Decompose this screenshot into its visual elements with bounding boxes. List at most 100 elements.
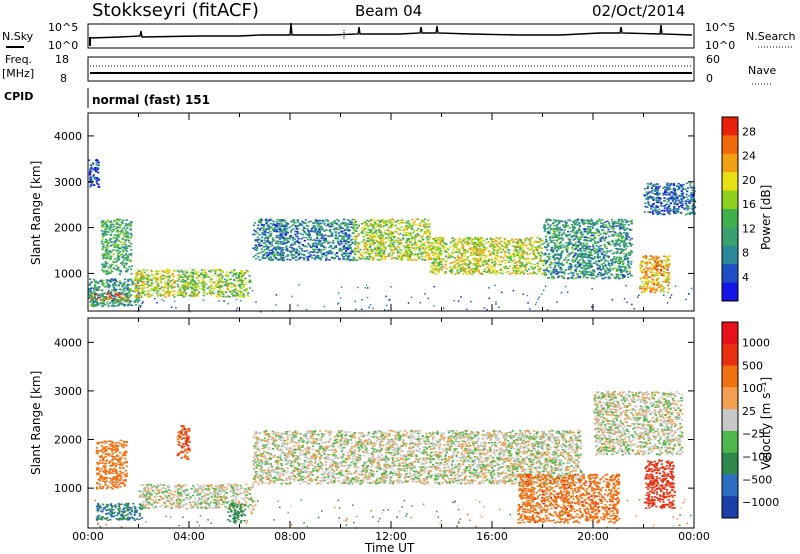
heatmap-cell: [176, 294, 179, 297]
heatmap-cell: [93, 289, 97, 291]
heatmap-cell: [119, 254, 122, 256]
heatmap-cell: [369, 244, 372, 247]
heatmap-cell: [427, 228, 430, 230]
heatmap-cell: [268, 252, 271, 254]
heatmap-cell: [602, 273, 605, 276]
heatmap-cell: [329, 230, 332, 232]
heatmap-cell: [181, 293, 184, 295]
beam-label: Beam 04: [355, 2, 422, 20]
heatmap-cell: [413, 229, 416, 232]
heatmap-cell: [89, 168, 92, 171]
heatmap-cell: [575, 248, 578, 250]
heatmap-cell: [361, 232, 364, 234]
heatmap-cell: [278, 220, 281, 223]
heatmap-cell: [138, 294, 141, 296]
heatmap-cell: [549, 224, 552, 227]
heatmap-cell: [536, 262, 539, 264]
heatmap-cell: [515, 261, 518, 263]
heatmap-cell: [252, 233, 255, 236]
heatmap-cell: [129, 259, 132, 262]
heatmap-cell: [125, 236, 128, 238]
heatmap-cell: [500, 251, 503, 254]
heatmap-cell: [497, 260, 500, 263]
heatmap-cell: [319, 219, 322, 222]
heatmap-cell: [222, 295, 225, 298]
heatmap-cell: [238, 291, 241, 293]
heatmap-cell: [125, 250, 128, 252]
heatmap-cell: [226, 295, 229, 298]
heatmap-cell: [599, 274, 602, 277]
heatmap-cell: [511, 238, 514, 240]
heatmap-cell: [212, 281, 215, 284]
nsearch-tick-bottom: 10^0: [705, 39, 735, 52]
heatmap-cell: [229, 282, 232, 285]
heatmap-cell: [503, 259, 506, 262]
heatmap-cell: [526, 257, 529, 260]
heatmap-cell: [257, 221, 260, 223]
heatmap-cell: [148, 293, 151, 295]
nsky-series: [89, 22, 693, 39]
heatmap-cell: [486, 271, 489, 273]
heatmap-cell: [590, 234, 593, 237]
heatmap-cell: [600, 274, 603, 276]
heatmap-cell: [168, 275, 171, 278]
heatmap-cell: [503, 238, 506, 240]
heatmap-cell: [372, 243, 375, 246]
heatmap-cell: [248, 275, 251, 277]
heatmap-cell: [114, 237, 117, 239]
heatmap-cell: [122, 227, 125, 229]
heatmap-cell: [118, 226, 121, 229]
heatmap-cell: [370, 248, 373, 251]
heatmap-cell: [315, 255, 318, 257]
heatmap-cell: [439, 239, 443, 242]
heatmap-cell: [219, 281, 222, 283]
heatmap-cell: [338, 234, 341, 237]
heatmap-cell: [281, 247, 284, 249]
heatmap-cell: [178, 278, 181, 280]
heatmap-cell: [405, 246, 408, 248]
heatmap-cell: [378, 251, 381, 254]
heatmap-cell: [587, 248, 590, 250]
heatmap-cell: [245, 290, 248, 292]
heatmap-cell: [363, 225, 366, 227]
heatmap-cell: [626, 232, 629, 235]
heatmap-cell: [209, 290, 212, 292]
heatmap-cell: [97, 282, 100, 284]
heatmap-cell: [116, 269, 119, 271]
heatmap-cell: [348, 255, 351, 257]
heatmap-cell: [607, 276, 610, 278]
heatmap-cell: [102, 270, 105, 273]
heatmap-cell: [376, 223, 379, 226]
heatmap-cell: [121, 246, 125, 248]
heatmap-cell: [142, 290, 145, 292]
heatmap-cell: [117, 239, 120, 242]
heatmap-cell: [260, 248, 263, 250]
heatmap-cell: [615, 276, 618, 278]
heatmap-cell: [502, 245, 506, 248]
heatmap-cell: [570, 272, 573, 275]
heatmap-cell: [102, 254, 105, 257]
heatmap-cell: [519, 244, 523, 247]
heatmap-cell: [535, 249, 538, 252]
heatmap-cell: [113, 289, 116, 292]
heatmap-cell: [421, 246, 424, 249]
heatmap-cell: [109, 257, 112, 259]
heatmap-cell: [190, 287, 193, 289]
heatmap-cell: [577, 276, 580, 279]
scatter-cell: [235, 298, 238, 301]
heatmap-cell: [586, 267, 589, 269]
heatmap-cell: [472, 269, 475, 272]
heatmap-cell: [131, 290, 135, 292]
heatmap-cell: [609, 267, 612, 270]
heatmap-cell: [297, 225, 300, 227]
heatmap-cell: [123, 303, 127, 306]
heatmap-cell: [574, 264, 577, 266]
heatmap-cell: [204, 270, 207, 273]
heatmap-cell: [375, 254, 378, 257]
heatmap-cell: [411, 228, 414, 230]
heatmap-cell: [620, 251, 623, 254]
heatmap-cell: [541, 273, 544, 275]
heatmap-cell: [128, 222, 131, 225]
heatmap-cell: [505, 251, 508, 253]
heatmap-cell: [511, 245, 514, 247]
